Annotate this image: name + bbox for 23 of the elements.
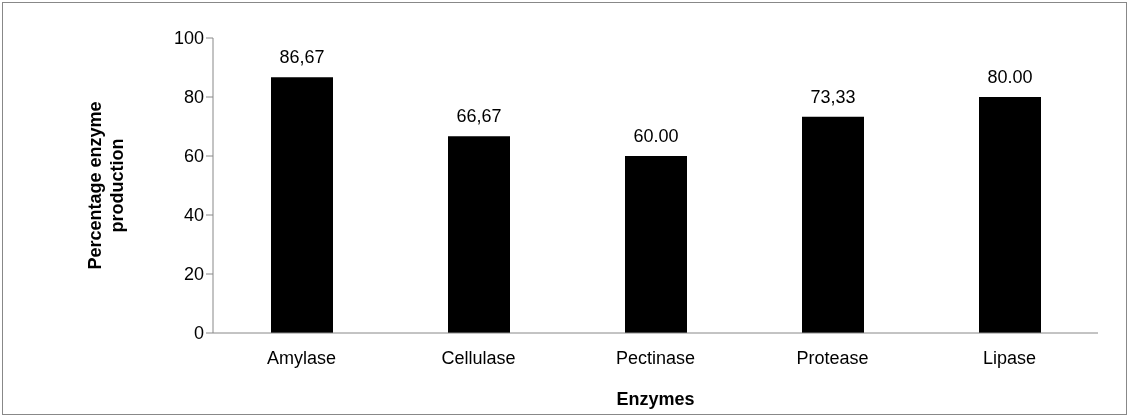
- data-label: 66,67: [456, 106, 502, 127]
- x-axis-title: Enzymes: [616, 389, 695, 409]
- x-tick-label: Pectinase: [615, 347, 696, 368]
- x-tick-label: Amylase: [266, 347, 337, 368]
- data-label: 73,33: [810, 86, 856, 107]
- data-label: 60.00: [633, 126, 679, 146]
- y-tick-label: 60: [183, 146, 204, 167]
- bar: [979, 97, 1041, 333]
- bar: [625, 156, 687, 333]
- y-tick-label: 0: [193, 323, 204, 344]
- y-tick-label: 40: [183, 205, 204, 226]
- bar: [802, 116, 864, 333]
- y-tick-label: 100: [173, 28, 204, 49]
- bar: [271, 77, 333, 333]
- y-tick-label: 20: [183, 264, 204, 285]
- data-label: 86,67: [279, 47, 325, 68]
- bar: [448, 136, 510, 333]
- x-tick-label: Protease: [796, 347, 869, 368]
- x-tick-label: Lipase: [982, 347, 1037, 368]
- y-axis-title: Percentage enzyme production: [85, 101, 127, 270]
- x-tick-label: Cellulase: [441, 347, 516, 368]
- data-label: 80.00: [987, 67, 1033, 87]
- y-tick-label: 80: [183, 87, 204, 108]
